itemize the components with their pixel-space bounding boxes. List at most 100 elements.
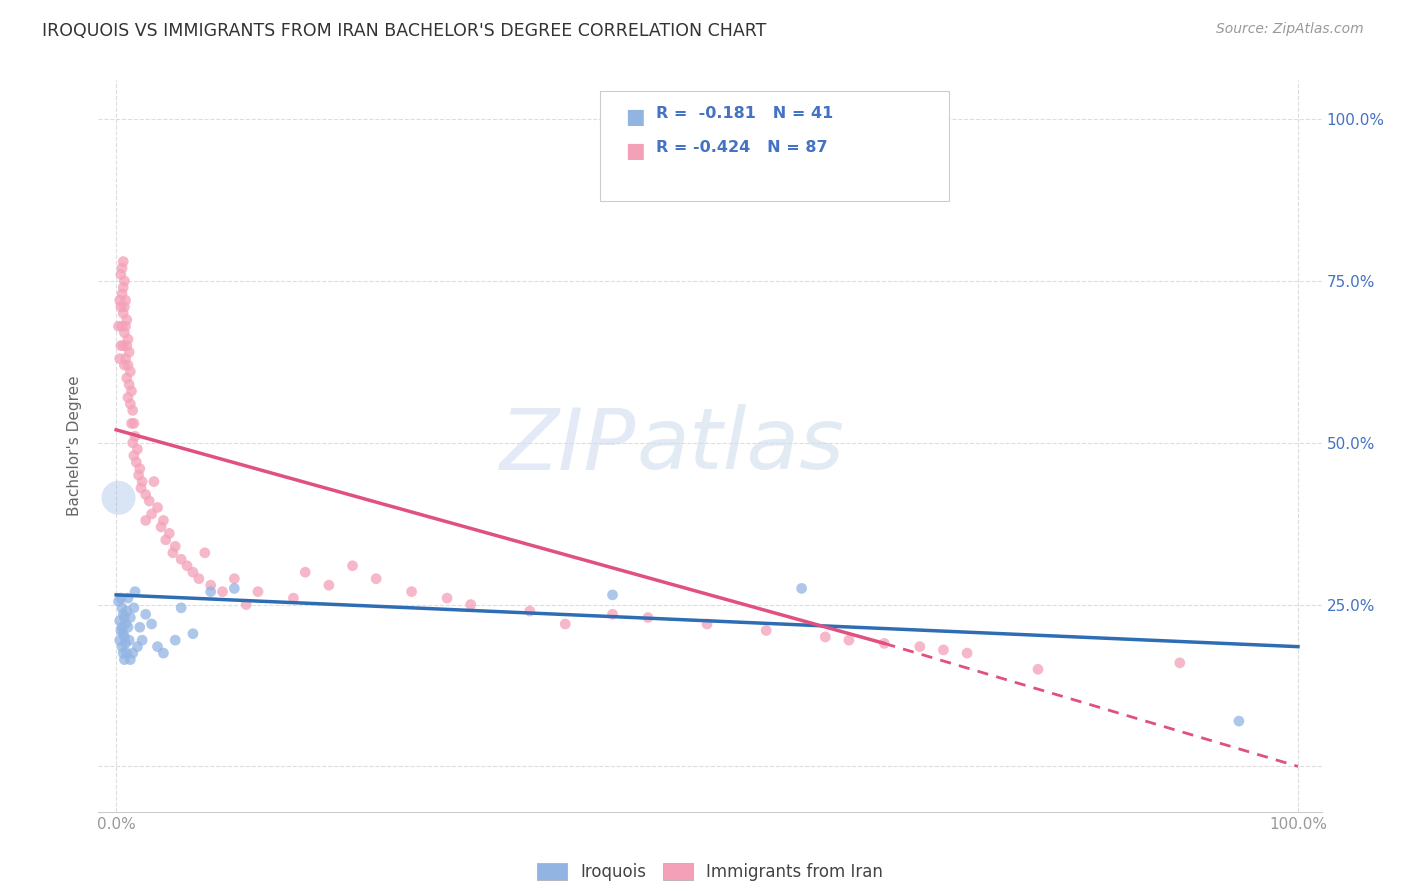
Point: [181, 566, 204, 580]
Text: atlas: atlas: [637, 404, 845, 488]
Point: [135, 487, 157, 501]
Point: [115, 312, 138, 326]
Point: [112, 626, 135, 640]
Point: [127, 640, 149, 654]
Text: IROQUOIS VS IMMIGRANTS FROM IRAN BACHELOR'S DEGREE CORRELATION CHART: IROQUOIS VS IMMIGRANTS FROM IRAN BACHELO…: [42, 22, 766, 40]
Point: [200, 578, 222, 592]
Text: ■: ■: [626, 107, 645, 128]
Point: [117, 332, 139, 346]
Point: [110, 591, 132, 606]
Point: [122, 417, 145, 431]
Point: [112, 300, 135, 314]
Point: [115, 604, 138, 618]
Point: [165, 539, 187, 553]
Point: [110, 300, 132, 314]
Point: [128, 461, 150, 475]
Point: [294, 566, 316, 580]
Point: [111, 640, 134, 654]
Point: [143, 475, 166, 489]
Point: [318, 578, 340, 592]
Point: [908, 640, 931, 654]
Point: [121, 417, 143, 431]
Legend: Iroquois, Immigrants from Iran: Iroquois, Immigrants from Iran: [530, 856, 890, 888]
Point: [114, 293, 136, 308]
Point: [135, 513, 157, 527]
Point: [111, 319, 134, 334]
Point: [120, 397, 142, 411]
Text: R = -0.424   N = 87: R = -0.424 N = 87: [657, 140, 828, 155]
Point: [115, 339, 138, 353]
Point: [165, 633, 187, 648]
Point: [120, 365, 142, 379]
Point: [128, 468, 150, 483]
Point: [115, 371, 138, 385]
Point: [112, 610, 135, 624]
Point: [873, 636, 896, 650]
Point: [121, 435, 143, 450]
Point: [112, 607, 135, 622]
Point: [121, 384, 143, 398]
Point: [401, 584, 423, 599]
Point: [755, 624, 778, 638]
Text: Source: ZipAtlas.com: Source: ZipAtlas.com: [1216, 22, 1364, 37]
Point: [110, 268, 132, 282]
Point: [246, 584, 269, 599]
Text: ZIP: ZIP: [501, 404, 637, 488]
Point: [112, 274, 135, 288]
Point: [150, 520, 173, 534]
Point: [108, 351, 131, 366]
Point: [181, 626, 204, 640]
Point: [135, 607, 157, 622]
Point: [114, 617, 136, 632]
Point: [141, 507, 163, 521]
Point: [112, 326, 135, 340]
Point: [127, 442, 149, 457]
Text: R =  -0.181   N = 41: R = -0.181 N = 41: [657, 106, 834, 121]
Point: [460, 598, 482, 612]
Point: [637, 610, 659, 624]
Point: [235, 598, 257, 612]
Point: [112, 280, 135, 294]
Point: [176, 558, 198, 573]
Point: [170, 600, 193, 615]
Point: [111, 620, 134, 634]
Point: [366, 572, 388, 586]
Point: [956, 646, 979, 660]
Point: [211, 584, 233, 599]
Point: [114, 351, 136, 366]
Point: [131, 633, 153, 648]
Point: [146, 500, 169, 515]
Point: [117, 358, 139, 372]
Point: [112, 652, 135, 666]
Point: [932, 643, 955, 657]
Point: [118, 345, 141, 359]
Point: [124, 429, 146, 443]
Point: [162, 546, 184, 560]
Point: [120, 610, 142, 624]
Point: [157, 526, 180, 541]
Point: [122, 600, 145, 615]
Point: [107, 491, 129, 505]
Point: [120, 652, 142, 666]
Point: [111, 260, 134, 275]
Point: [224, 572, 246, 586]
Point: [117, 591, 139, 606]
Point: [129, 481, 152, 495]
Y-axis label: Bachelor's Degree: Bachelor's Degree: [67, 376, 83, 516]
Point: [122, 449, 145, 463]
Point: [121, 403, 143, 417]
Point: [141, 617, 163, 632]
Point: [170, 552, 193, 566]
Point: [125, 455, 148, 469]
Point: [790, 582, 813, 596]
Point: [152, 513, 174, 527]
Point: [107, 319, 129, 334]
Point: [696, 617, 718, 632]
Point: [342, 558, 364, 573]
Point: [108, 293, 131, 308]
Point: [187, 572, 209, 586]
Point: [519, 604, 541, 618]
Point: [117, 620, 139, 634]
Point: [110, 339, 132, 353]
Point: [118, 377, 141, 392]
